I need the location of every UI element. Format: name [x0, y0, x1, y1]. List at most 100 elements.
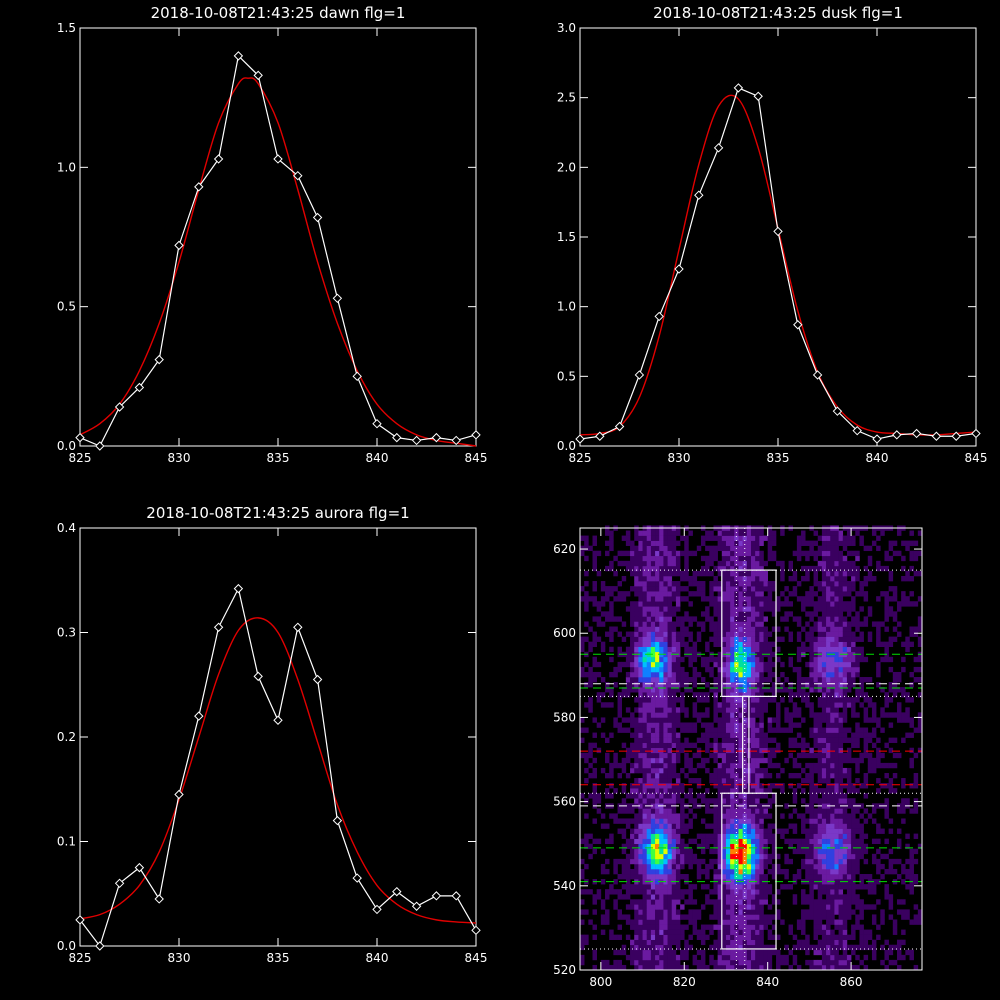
- heatmap-cell: [809, 889, 814, 895]
- heatmap-cell: [851, 606, 856, 612]
- heatmap-cell: [725, 727, 731, 733]
- aurora-data-point: [332, 815, 343, 826]
- heatmap-cell: [634, 742, 639, 749]
- heatmap-cell: [755, 591, 760, 597]
- heatmap-cell: [813, 788, 819, 794]
- heatmap-cell: [851, 899, 856, 905]
- heatmap-cell: [667, 944, 673, 951]
- heatmap-cell: [646, 793, 652, 799]
- heatmap-cell: [796, 964, 802, 971]
- heatmap-cell: [638, 606, 643, 612]
- heatmap-cell: [717, 803, 723, 809]
- heatmap-cell: [859, 838, 864, 845]
- heatmap-cell: [763, 747, 768, 754]
- heatmap-cell: [751, 717, 756, 723]
- heatmap-cell: [734, 692, 739, 698]
- heatmap-cell: [655, 570, 660, 577]
- heatmap-cell: [767, 747, 773, 754]
- heatmap-cell: [863, 616, 869, 622]
- heatmap-cell: [917, 570, 923, 577]
- heatmap-cell: [655, 581, 660, 587]
- heatmap-cell: [834, 707, 839, 713]
- heatmap-cell: [667, 677, 673, 683]
- heatmap-cell: [746, 661, 752, 668]
- heatmap-cell: [692, 712, 698, 718]
- heatmap-cell: [663, 535, 668, 541]
- heatmap-cell: [901, 899, 906, 905]
- heatmap-cell: [880, 828, 885, 834]
- heatmap-cell: [834, 889, 839, 895]
- heatmap-cell: [846, 783, 852, 789]
- heatmap-cell: [751, 722, 756, 728]
- heatmap-cell: [650, 611, 656, 617]
- heatmap-cell: [734, 772, 739, 779]
- heatmap-cell: [717, 702, 723, 708]
- heatmap-cell: [871, 944, 877, 951]
- heatmap-cell: [630, 671, 635, 678]
- heatmap-cell: [667, 879, 673, 885]
- heatmap-cell: [755, 838, 760, 845]
- heatmap-cell: [888, 697, 894, 703]
- heatmap-cell: [692, 581, 698, 587]
- heatmap-cell: [763, 894, 768, 900]
- heatmap-cell: [763, 742, 768, 749]
- heatmap-cell: [692, 707, 698, 713]
- heatmap-cell: [671, 818, 677, 824]
- heatmap-cell: [809, 656, 814, 663]
- heatmap-cell: [801, 565, 806, 572]
- heatmap-cell: [725, 813, 731, 819]
- heatmap-cell: [734, 793, 739, 799]
- heatmap-cell: [605, 550, 610, 557]
- heatmap-cell: [721, 646, 727, 653]
- heatmap-cell: [725, 884, 731, 890]
- heatmap-cell: [638, 742, 643, 749]
- heatmap-cell: [684, 939, 689, 946]
- heatmap-cell: [851, 671, 856, 678]
- heatmap-cell: [650, 586, 656, 592]
- heatmap-cell: [705, 732, 710, 738]
- heatmap-cell: [734, 550, 739, 557]
- heatmap-cell: [730, 692, 735, 698]
- heatmap-cell: [842, 717, 848, 723]
- heatmap-cell: [884, 606, 889, 612]
- heatmap-cell: [646, 586, 652, 592]
- heatmap-cell: [871, 712, 877, 718]
- heatmap-cell: [663, 929, 668, 935]
- heatmap-cell: [851, 682, 856, 688]
- heatmap-cell: [830, 737, 835, 743]
- heatmap-cell: [846, 687, 852, 693]
- heatmap-cell: [663, 904, 668, 910]
- heatmap-cell: [663, 853, 668, 860]
- heatmap-cell: [705, 823, 710, 829]
- heatmap-cell: [817, 823, 823, 829]
- heatmap-cell: [659, 727, 664, 733]
- dusk-data-point: [614, 421, 625, 432]
- heatmap-cell: [630, 828, 635, 834]
- heatmap-cell: [876, 823, 881, 829]
- heatmap-cell: [634, 601, 639, 607]
- heatmap-cell: [826, 717, 831, 723]
- heatmap-cell: [613, 863, 618, 870]
- heatmap-cell: [771, 601, 777, 607]
- heatmap-cell: [821, 964, 827, 971]
- heatmap-cell: [700, 929, 706, 935]
- heatmap-cell: [680, 666, 685, 673]
- heatmap-cell: [725, 944, 731, 951]
- heatmap-cell: [709, 560, 714, 567]
- heatmap-cell: [834, 818, 839, 824]
- heatmap-cell: [713, 656, 718, 663]
- heatmap-cell: [692, 550, 698, 557]
- heatmap-cell: [780, 727, 785, 733]
- heatmap-cell: [625, 656, 631, 663]
- heatmap-cell: [655, 626, 660, 632]
- heatmap-cell: [821, 581, 827, 587]
- heatmap-cell: [655, 712, 660, 718]
- heatmap-cell: [730, 838, 735, 845]
- heatmap-cell: [730, 889, 735, 895]
- heatmap-cell: [659, 560, 664, 567]
- heatmap-cell: [713, 772, 718, 779]
- heatmap-cell: [713, 687, 718, 693]
- heatmap-cell: [650, 848, 656, 855]
- heatmap-cell: [759, 853, 764, 860]
- heatmap-cell: [730, 611, 735, 617]
